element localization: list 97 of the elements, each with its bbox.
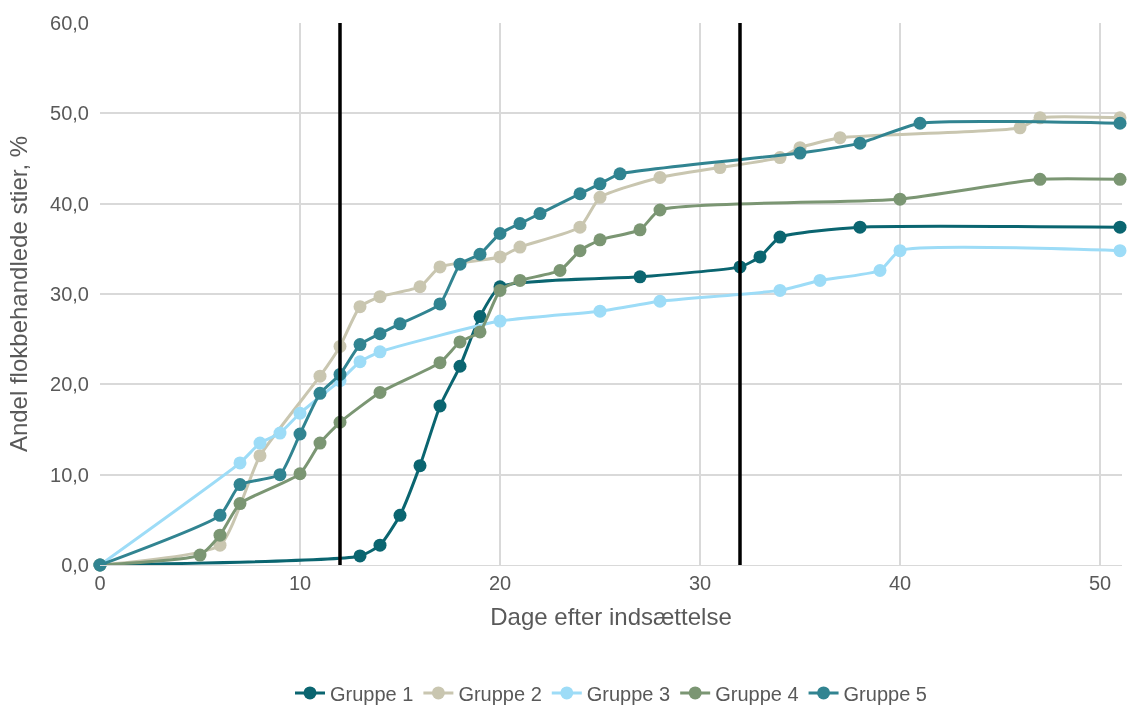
point [913,116,927,130]
point [233,456,247,470]
point [313,436,327,450]
point [513,273,527,287]
point [593,177,607,191]
point [273,468,287,482]
x-tick-label: 30 [688,572,712,594]
legend-label: Gruppe 4 [715,682,799,705]
x-tick-label: 50 [1088,572,1112,594]
point [413,280,427,294]
point [893,192,907,206]
point [593,233,607,247]
point [853,136,867,150]
point [853,220,867,234]
point [1113,244,1127,258]
point [233,478,247,492]
point [353,549,367,563]
point [453,359,467,373]
point [253,436,267,450]
point [433,356,447,370]
point [393,317,407,331]
y-tick-label: 50,0 [50,102,89,125]
point [453,257,467,271]
point [453,335,467,349]
point [373,538,387,552]
point [373,345,387,359]
point [433,399,447,413]
point [253,449,267,463]
point [653,294,667,308]
point [813,273,827,287]
point [653,203,667,217]
y-tick-label: 30,0 [50,283,89,305]
x-tick-label: 0 [94,572,106,594]
legend-label: Gruppe 5 [843,682,927,705]
y-tick-label: 60,0 [50,12,89,34]
point [293,427,307,441]
point [573,244,587,258]
point [493,314,507,328]
point [373,290,387,304]
point [573,220,587,234]
y-axis-title: Andel flokbehandlede stier, % [5,135,33,453]
point [773,230,787,244]
point [233,497,247,511]
point [373,385,387,399]
point [633,270,647,284]
point [513,240,527,254]
point [473,247,487,261]
point [513,217,527,231]
legend-label: Gruppe 1 [330,682,414,705]
point [353,338,367,352]
point [473,310,487,324]
point [593,304,607,318]
point [313,386,327,400]
point [1033,172,1047,186]
point [213,528,227,542]
y-tick-label: 20,0 [50,373,89,396]
point [373,327,387,341]
legend-label: Gruppe 3 [586,682,671,705]
point [353,355,367,369]
x-axis-title: Dage efter indsættelse [490,603,732,631]
point [413,459,427,473]
point [893,244,907,258]
legend-label: Gruppe 2 [458,682,542,705]
x-tick-label: 20 [488,572,512,594]
point [493,250,507,264]
x-tick-label: 10 [288,572,312,594]
point [1113,172,1127,186]
point [553,264,567,277]
point [533,207,547,221]
point [833,131,847,145]
y-tick-label: 10,0 [50,463,89,486]
y-tick-label: 0,0 [61,554,89,576]
point [493,226,507,240]
y-tick-label: 40,0 [50,192,89,215]
point [873,264,887,277]
point [1113,220,1127,234]
point [573,187,587,201]
point [213,508,227,522]
point [653,170,667,184]
point [313,369,327,383]
point [773,283,787,297]
point [593,190,607,204]
point [293,406,307,420]
point [613,167,627,181]
point [473,325,487,339]
point [1113,116,1127,130]
point [433,297,447,311]
x-tick-label: 40 [888,572,912,594]
point [393,508,407,522]
point [293,467,307,481]
point [753,250,767,264]
point [793,146,807,160]
point [433,260,447,274]
point [353,300,367,314]
point [273,426,287,440]
point [633,223,647,237]
point [193,548,207,562]
